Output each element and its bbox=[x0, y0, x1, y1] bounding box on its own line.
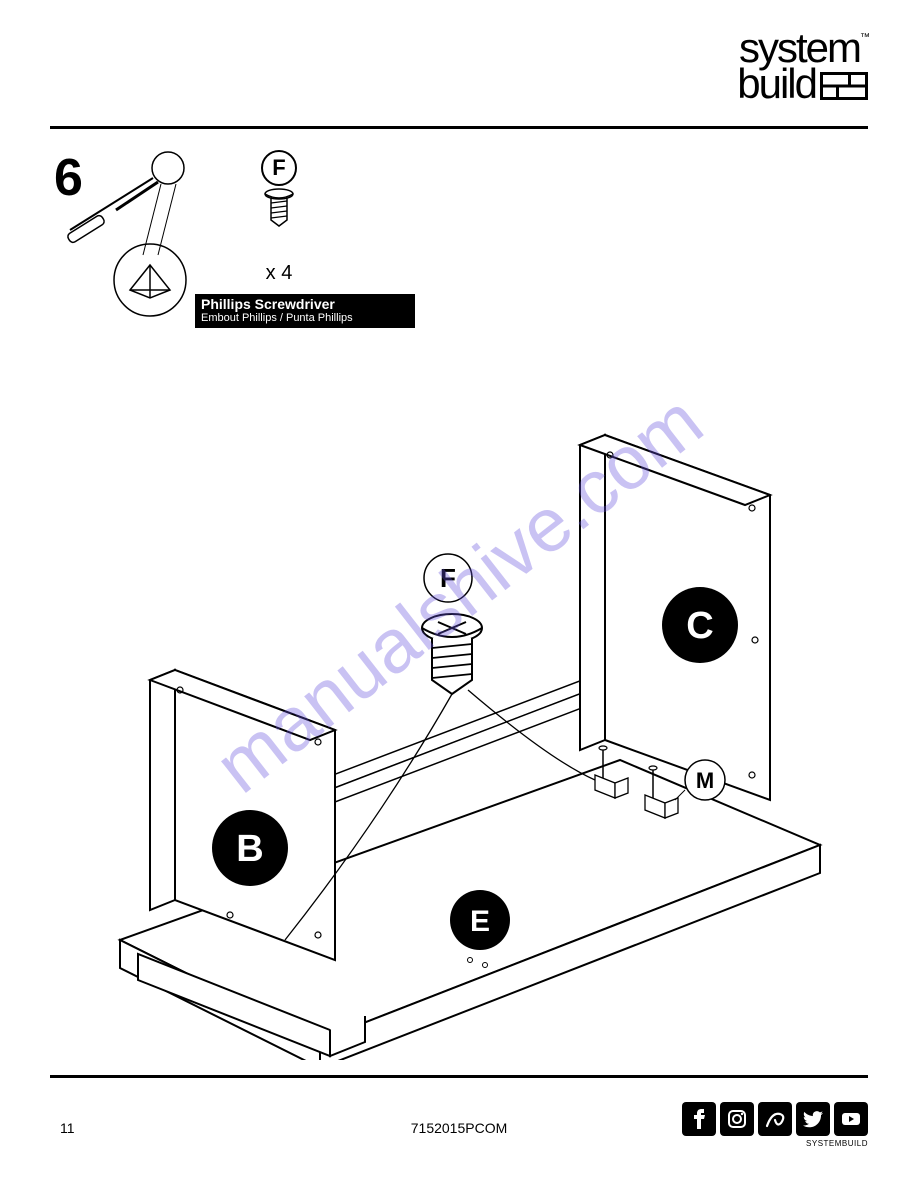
screw-icon bbox=[259, 188, 299, 228]
part-f-quantity: x 4 bbox=[249, 262, 309, 285]
social-row bbox=[682, 1102, 868, 1136]
svg-text:E: E bbox=[470, 905, 490, 938]
svg-text:B: B bbox=[236, 828, 263, 870]
tool-label-en: Phillips Screwdriver bbox=[201, 297, 409, 312]
social-brand-tag: SYSTEMBUILD bbox=[806, 1139, 868, 1148]
page-number: 11 bbox=[60, 1120, 75, 1136]
brand-line2: build bbox=[737, 60, 816, 107]
divider-top bbox=[50, 126, 868, 129]
svg-text:F: F bbox=[440, 563, 456, 593]
tool-label-bar: Phillips Screwdriver Embout Phillips / P… bbox=[195, 294, 415, 328]
brand-logo: system™ build bbox=[678, 30, 868, 101]
instagram-icon bbox=[720, 1102, 754, 1136]
brick-icon bbox=[820, 72, 868, 100]
page-footer: 11 7152015PCOM bbox=[50, 1102, 868, 1136]
facebook-icon bbox=[682, 1102, 716, 1136]
youtube-icon bbox=[834, 1102, 868, 1136]
divider-bottom bbox=[50, 1075, 868, 1078]
assembly-diagram: F M bbox=[80, 380, 840, 1060]
manual-page: system™ build 6 F bbox=[0, 0, 918, 1188]
twitter-icon bbox=[796, 1102, 830, 1136]
svg-text:M: M bbox=[696, 768, 714, 793]
pinterest-icon bbox=[758, 1102, 792, 1136]
svg-text:C: C bbox=[686, 605, 713, 647]
tool-label-alt: Embout Phillips / Punta Phillips bbox=[201, 312, 409, 324]
part-f-label: F bbox=[261, 150, 297, 186]
part-f-block: F x 4 bbox=[249, 150, 309, 285]
trademark: ™ bbox=[860, 32, 868, 43]
screwdriver-icon bbox=[58, 150, 198, 320]
model-number: 7152015PCOM bbox=[411, 1120, 508, 1136]
